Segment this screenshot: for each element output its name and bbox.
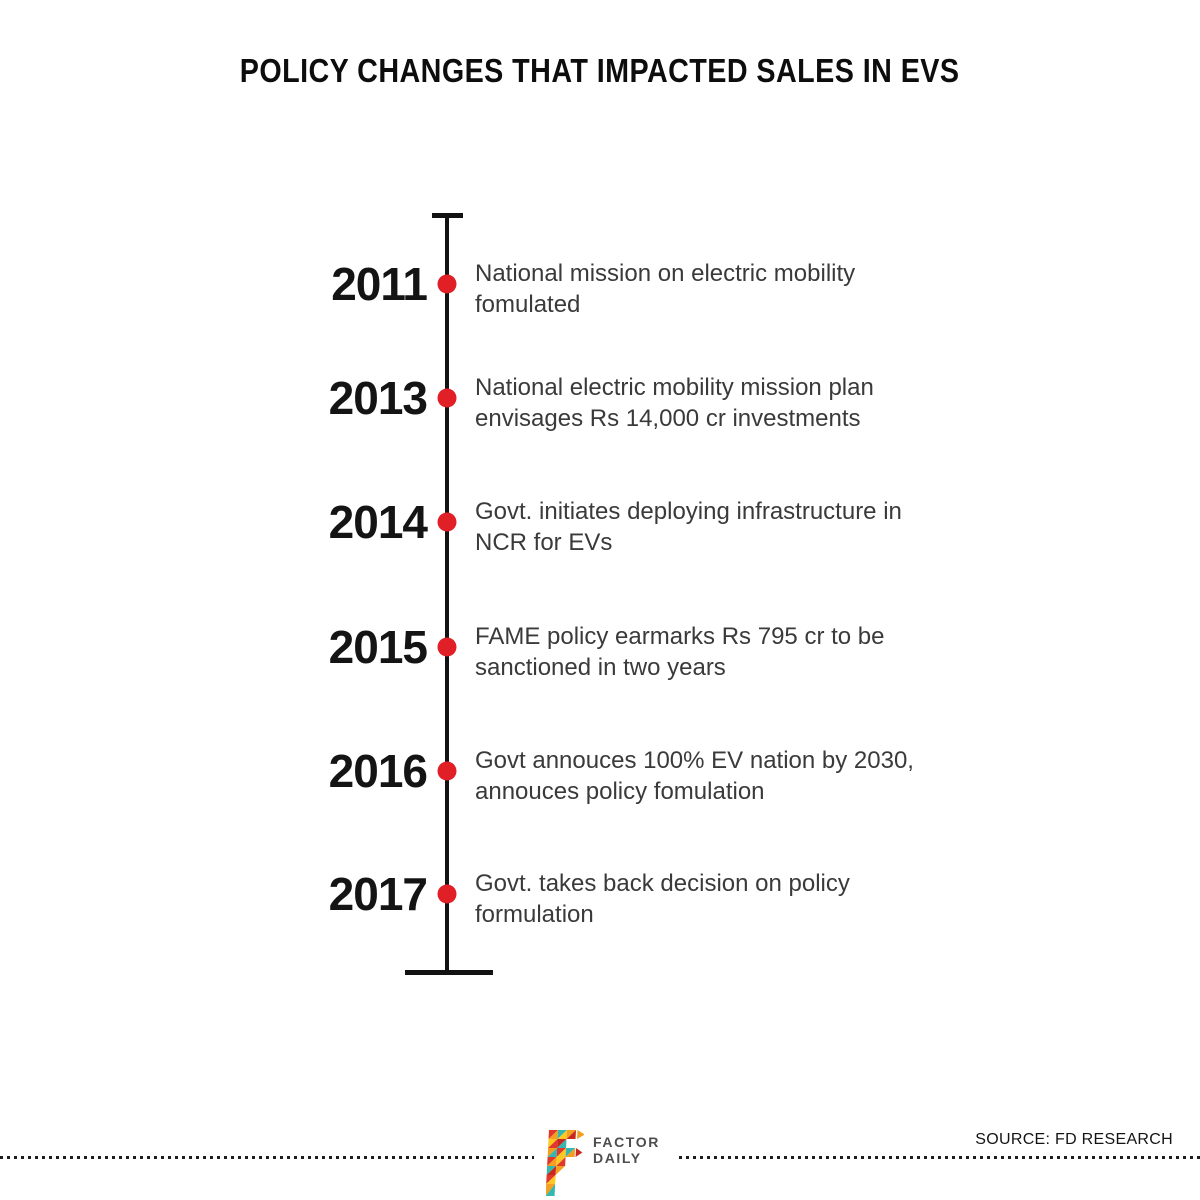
timeline-dot-icon: [437, 388, 457, 408]
timeline-dot-icon: [437, 274, 457, 294]
brand-name: FACTOR DAILY: [593, 1134, 660, 1166]
timeline-axis: [445, 216, 449, 973]
timeline-year: 2014: [328, 496, 428, 548]
timeline-description: FAME policy earmarks Rs 795 cr to be san…: [475, 623, 885, 681]
timeline-year: 2016: [328, 745, 428, 797]
timeline-dot-icon: [437, 512, 457, 532]
timeline-description: National mission on electric mobility fo…: [475, 260, 856, 318]
timeline-description: National electric mobility mission plan …: [475, 374, 874, 432]
factor-daily-logo: FACTOR DAILY: [534, 1124, 678, 1200]
brand-name-line2: DAILY: [593, 1150, 642, 1166]
factor-daily-f-icon: [546, 1130, 584, 1196]
timeline-year: 2013: [328, 372, 428, 424]
timeline-dot-icon: [437, 884, 457, 904]
timeline-dot-icon: [437, 637, 457, 657]
brand-name-line1: FACTOR: [593, 1134, 660, 1150]
timeline-dot-icon: [437, 761, 457, 781]
page-title: POLICY CHANGES THAT IMPACTED SALES IN EV…: [0, 52, 1200, 90]
timeline-year: 2015: [328, 621, 428, 673]
timeline-bottom-cap: [405, 970, 493, 975]
timeline-year: 2017: [328, 868, 428, 920]
timeline-description: Govt. takes back decision on policy form…: [475, 870, 850, 928]
timeline-year: 2011: [331, 258, 428, 310]
source-credit: SOURCE: FD RESEARCH: [975, 1131, 1173, 1148]
timeline-description: Govt. initiates deploying infrastructure…: [475, 498, 902, 556]
page-title-text: POLICY CHANGES THAT IMPACTED SALES IN EV…: [240, 52, 960, 89]
timeline-description: Govt annouces 100% EV nation by 2030, an…: [475, 747, 914, 805]
timeline-top-cap: [432, 213, 463, 218]
